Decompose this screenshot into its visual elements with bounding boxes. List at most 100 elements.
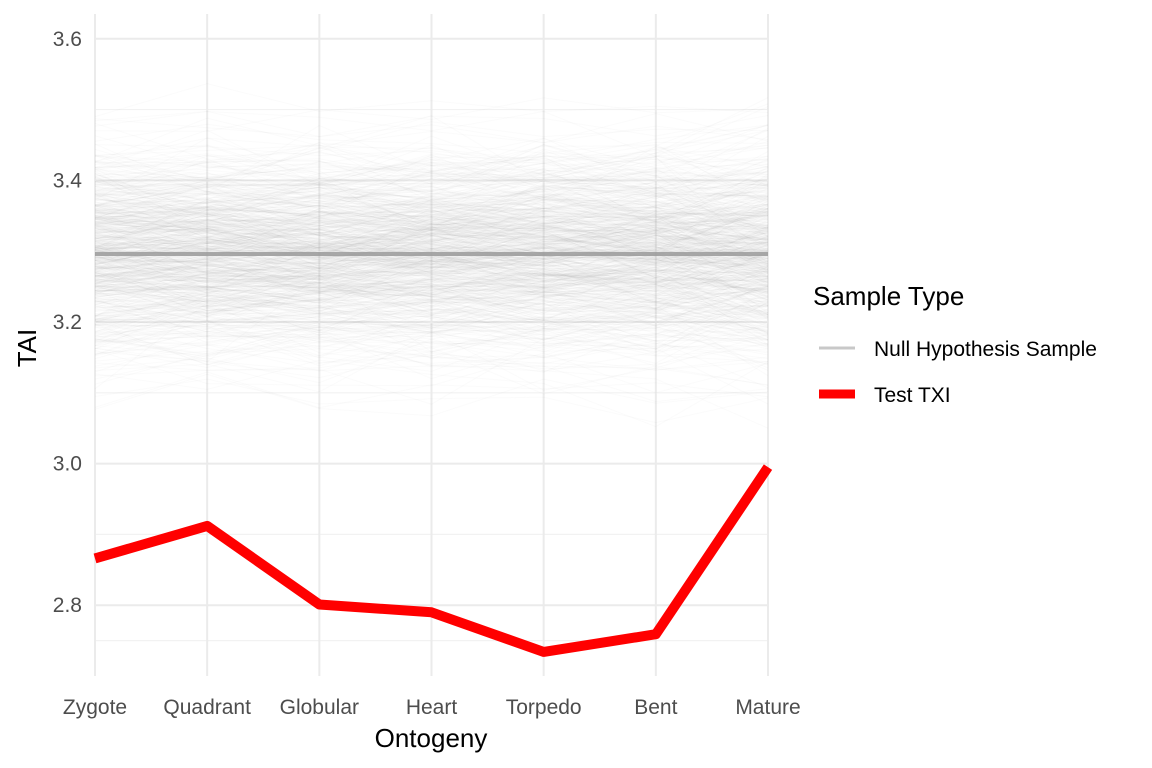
null-sample-line (94, 250, 769, 289)
null-sample-line (94, 302, 768, 346)
null-sample-line (94, 198, 769, 260)
null-sample-line (94, 351, 769, 372)
null-sample-line (94, 206, 769, 271)
null-sample-line (94, 195, 769, 222)
null-sample-line (94, 270, 769, 320)
null-sample-line (94, 250, 769, 333)
null-sample-line (94, 338, 769, 429)
null-sample-line (94, 202, 769, 235)
null-sample-line (94, 216, 769, 252)
x-tick-label: Quadrant (163, 696, 251, 719)
null-sample-line (94, 219, 769, 264)
null-sample-line (94, 295, 769, 333)
null-sample-line (94, 247, 769, 275)
null-sample-line (94, 268, 769, 363)
null-sample-line (94, 190, 769, 227)
null-sample-line (94, 129, 769, 214)
null-sample-line (94, 191, 769, 237)
null-sample-line (94, 285, 769, 319)
null-sample-line (94, 210, 769, 266)
null-sample-line (94, 321, 769, 371)
null-sample-line (94, 167, 769, 213)
null-sample-line (94, 138, 769, 187)
null-sample-line (94, 182, 769, 250)
null-sample-line (94, 212, 769, 265)
null-sample-line (94, 224, 769, 270)
null-sample-line (94, 186, 769, 227)
null-sample-line (94, 165, 769, 216)
null-sample-line (94, 325, 769, 373)
null-sample-line (94, 232, 769, 282)
null-sample-line (94, 221, 769, 263)
null-sample-line (94, 188, 769, 235)
null-sample-line (94, 273, 769, 321)
null-sample-line (94, 228, 769, 257)
null-sample-line (94, 218, 769, 276)
null-sample-line (94, 183, 769, 216)
null-sample-line (94, 280, 769, 313)
null-sample-line (94, 259, 769, 291)
null-sample-line (94, 177, 769, 233)
null-sample-line (94, 173, 769, 216)
null-sample-line (94, 204, 769, 244)
null-sample-line (94, 284, 769, 315)
null-sample-line (94, 302, 769, 350)
null-sample-line (94, 245, 769, 318)
null-sample-line (94, 171, 769, 240)
null-sample-line (94, 183, 769, 241)
null-sample-line (94, 298, 769, 350)
null-sample-line (94, 243, 769, 306)
null-sample-line (94, 324, 769, 355)
null-sample-line (94, 166, 769, 250)
null-sample-line (94, 284, 769, 330)
null-sample-line (94, 182, 769, 273)
null-sample-line (94, 231, 769, 282)
null-sample-line (94, 215, 769, 265)
null-sample-line (94, 284, 769, 323)
null-sample-line (94, 212, 769, 272)
null-sample-line (94, 272, 769, 301)
null-sample-line (94, 258, 769, 298)
null-sample-line (94, 184, 769, 223)
null-sample-line (94, 260, 769, 346)
null-sample-line (94, 201, 769, 243)
y-axis-title: TAI (12, 329, 42, 368)
null-sample-line (94, 176, 769, 231)
null-sample-line (94, 144, 769, 213)
y-tick-label: 3.4 (53, 169, 83, 192)
test-txi-series (93, 464, 773, 657)
null-sample-line (94, 190, 769, 232)
null-sample-line (94, 239, 769, 284)
null-sample-line (94, 257, 769, 293)
null-sample-line (94, 264, 769, 314)
null-sample-line (94, 259, 769, 312)
null-sample-line (94, 194, 769, 246)
null-sample-line (94, 285, 769, 330)
null-sample-line (94, 263, 769, 304)
null-sample-line (94, 326, 769, 366)
null-sample-line (94, 238, 769, 306)
null-sample-line (94, 219, 769, 259)
null-sample-line (94, 242, 769, 278)
null-sample-line (94, 144, 769, 209)
null-sample-line (94, 302, 769, 365)
null-sample-line (94, 211, 769, 263)
null-sample-line (94, 158, 769, 238)
null-sample-line (94, 340, 769, 405)
null-sample-line (94, 220, 769, 285)
null-sample-line (94, 172, 769, 217)
null-sample-line (94, 270, 769, 360)
null-sample-line (94, 255, 769, 293)
null-sample-line (94, 267, 769, 294)
null-sample-line (94, 300, 769, 334)
null-sample-line (94, 153, 769, 198)
null-sample-line (94, 289, 769, 353)
null-sample-line (94, 275, 769, 294)
null-sample-line (94, 229, 769, 278)
null-hypothesis-lines (94, 83, 769, 429)
null-sample-line (94, 129, 769, 186)
null-sample-line (94, 205, 769, 240)
null-sample-line (94, 237, 769, 286)
null-sample-line (94, 193, 769, 223)
null-sample-line (94, 371, 769, 409)
